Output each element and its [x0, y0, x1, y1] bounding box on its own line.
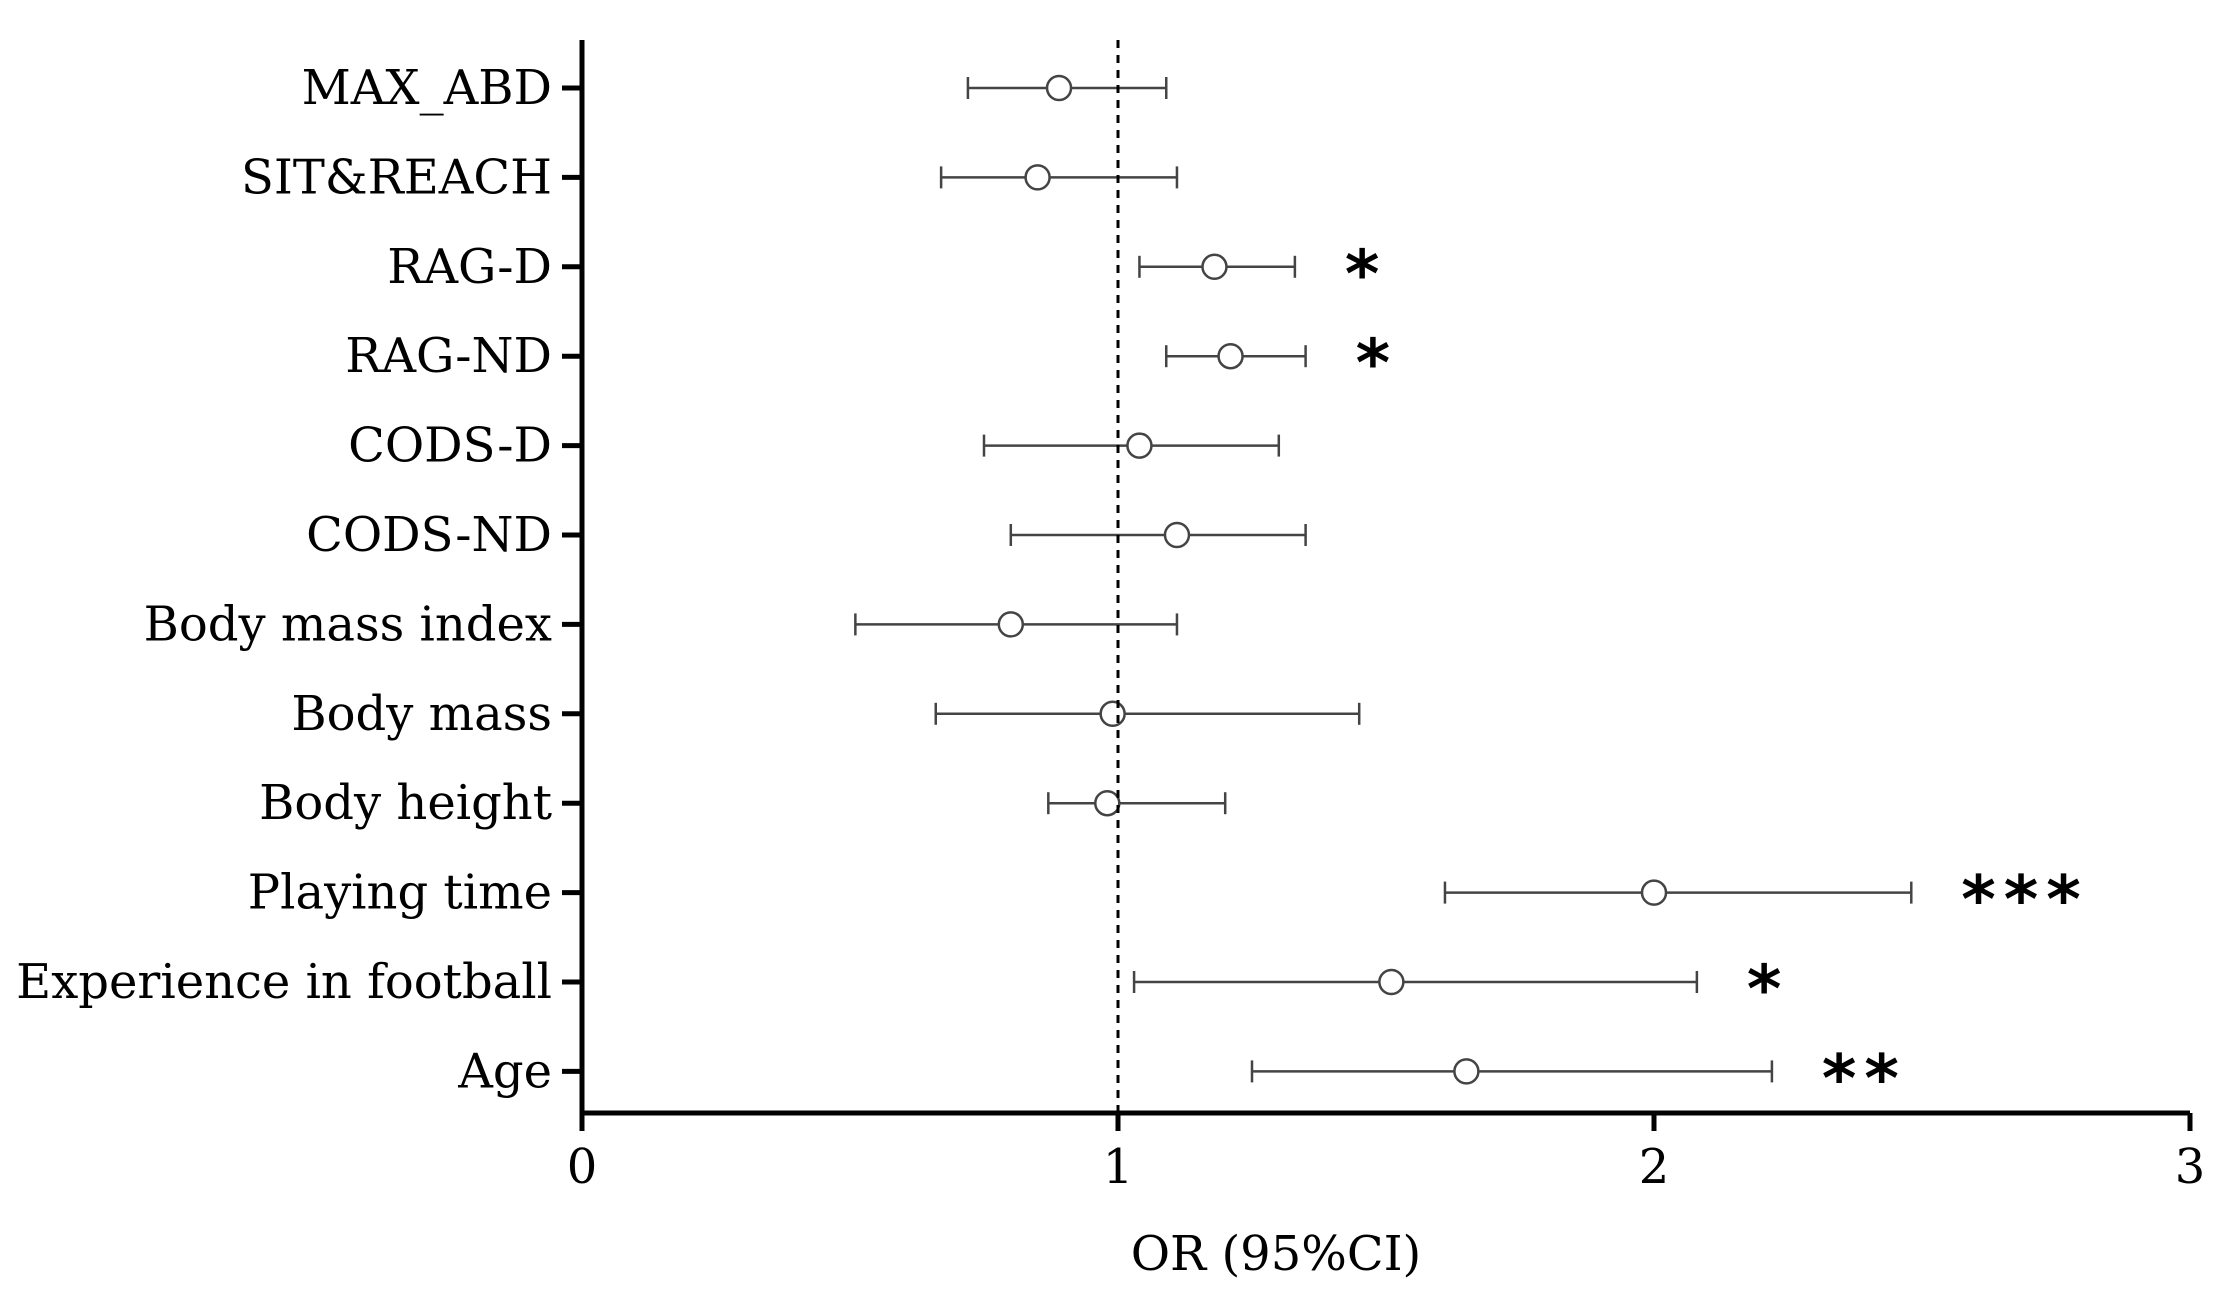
or-marker [1163, 521, 1191, 549]
significance-label: * [1356, 325, 1399, 402]
forest-row: Body mass [291, 686, 1361, 742]
or-marker [1378, 968, 1405, 996]
or-marker [1640, 879, 1668, 906]
category-label: RAG-ND [345, 328, 552, 384]
category-label: Playing time [248, 865, 552, 921]
rows-layer: MAX_ABD SIT&REACH RAG-D * RAG-ND * CODS-D CODS-… [16, 60, 2089, 1117]
forest-row: CODS-ND [306, 507, 1307, 563]
or-marker [1024, 164, 1051, 191]
or-marker [1099, 700, 1126, 728]
forest-row: Experience in football * [16, 951, 1790, 1028]
x-tick-label: 0 [567, 1139, 598, 1195]
category-label: RAG-D [387, 239, 552, 295]
category-label: Age [457, 1043, 552, 1099]
significance-label: ** [1822, 1040, 1907, 1117]
forest-row: RAG-ND * [345, 325, 1399, 402]
category-label: CODS-ND [306, 507, 552, 563]
category-label: CODS-D [348, 418, 552, 474]
forest-row: Age ** [457, 1040, 1907, 1117]
or-marker [1126, 432, 1153, 459]
forest-row: Playing time *** [248, 862, 2089, 939]
significance-label: * [1747, 951, 1790, 1028]
category-label: MAX_ABD [302, 60, 552, 116]
category-label: Body mass [291, 686, 552, 742]
or-marker [1217, 342, 1244, 370]
or-marker [997, 611, 1025, 638]
x-tick-label: 2 [1639, 1139, 1670, 1195]
x-ticks: 0 1 2 3 [567, 1113, 2206, 1195]
forest-row: Body mass index [144, 596, 1179, 652]
x-tick-label: 1 [1103, 1139, 1134, 1195]
or-marker [1453, 1058, 1480, 1085]
significance-label: * [1345, 236, 1388, 313]
category-label: Body height [259, 775, 552, 831]
forest-row: RAG-D * [387, 236, 1388, 313]
forest-row: MAX_ABD [302, 60, 1168, 116]
or-marker [1201, 253, 1228, 281]
category-label: SIT&REACH [241, 149, 552, 205]
forest-row: CODS-D [348, 418, 1281, 474]
x-axis-title: OR (95%CI) [1131, 1226, 1422, 1282]
or-marker [1094, 789, 1121, 817]
or-marker [1045, 74, 1073, 102]
category-label: Body mass index [144, 596, 552, 652]
x-tick-label: 3 [2175, 1139, 2206, 1195]
forest-row: Body height [259, 775, 1227, 831]
significance-label: *** [1961, 862, 2089, 939]
forest-row: SIT&REACH [241, 149, 1179, 205]
category-label: Experience in football [16, 954, 552, 1010]
